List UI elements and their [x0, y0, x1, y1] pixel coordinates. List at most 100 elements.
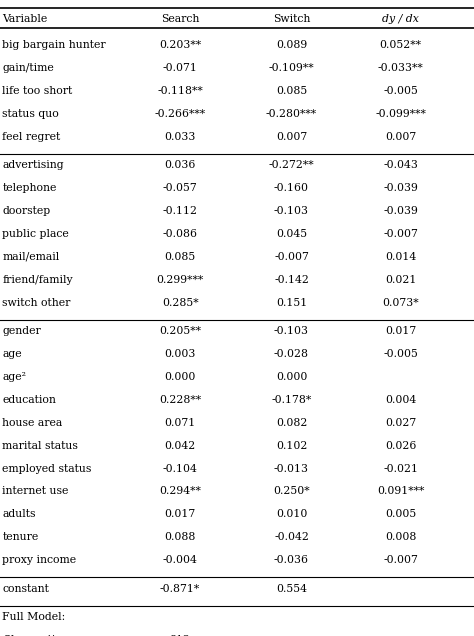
Text: -0.028: -0.028 [274, 349, 309, 359]
Text: 0.091***: 0.091*** [377, 487, 424, 497]
Text: 0.285*: 0.285* [162, 298, 199, 308]
Text: internet use: internet use [2, 487, 69, 497]
Text: 0.007: 0.007 [385, 132, 416, 142]
Text: 0.554: 0.554 [276, 584, 307, 594]
Text: 0.000: 0.000 [164, 372, 196, 382]
Text: Full Model:: Full Model: [2, 612, 65, 622]
Text: -0.871*: -0.871* [160, 584, 200, 594]
Text: 0.017: 0.017 [164, 509, 196, 520]
Text: 0.033: 0.033 [164, 132, 196, 142]
Text: -0.007: -0.007 [383, 555, 418, 565]
Text: -0.033**: -0.033** [378, 63, 423, 73]
Text: age: age [2, 349, 22, 359]
Text: education: education [2, 395, 56, 405]
Text: 0.151: 0.151 [276, 298, 307, 308]
Text: -0.057: -0.057 [163, 183, 198, 193]
Text: status quo: status quo [2, 109, 59, 119]
Text: -0.112: -0.112 [163, 206, 198, 216]
Text: 0.045: 0.045 [276, 229, 307, 239]
Text: 0.042: 0.042 [164, 441, 196, 451]
Text: 0.294**: 0.294** [159, 487, 201, 497]
Text: 0.014: 0.014 [385, 252, 416, 262]
Text: marital status: marital status [2, 441, 78, 451]
Text: constant: constant [2, 584, 49, 594]
Text: Search: Search [161, 15, 199, 24]
Text: proxy income: proxy income [2, 555, 76, 565]
Text: -0.103: -0.103 [274, 326, 309, 336]
Text: 0.102: 0.102 [276, 441, 307, 451]
Text: -0.005: -0.005 [383, 349, 418, 359]
Text: -0.036: -0.036 [274, 555, 309, 565]
Text: -0.109**: -0.109** [269, 63, 314, 73]
Text: 0.007: 0.007 [276, 132, 307, 142]
Text: doorstep: doorstep [2, 206, 51, 216]
Text: -0.071: -0.071 [163, 63, 198, 73]
Text: 0.073*: 0.073* [382, 298, 419, 308]
Text: 0.205**: 0.205** [159, 326, 201, 336]
Text: 0.000: 0.000 [276, 372, 307, 382]
Text: -0.021: -0.021 [383, 464, 418, 474]
Text: -0.039: -0.039 [383, 206, 418, 216]
Text: feel regret: feel regret [2, 132, 61, 142]
Text: 0.004: 0.004 [385, 395, 416, 405]
Text: 0.089: 0.089 [276, 40, 307, 50]
Text: 812: 812 [170, 635, 191, 636]
Text: -0.042: -0.042 [274, 532, 309, 543]
Text: house area: house area [2, 418, 63, 428]
Text: switch other: switch other [2, 298, 71, 308]
Text: 0.085: 0.085 [164, 252, 196, 262]
Text: employed status: employed status [2, 464, 92, 474]
Text: adults: adults [2, 509, 36, 520]
Text: 0.299***: 0.299*** [156, 275, 204, 285]
Text: -0.104: -0.104 [163, 464, 198, 474]
Text: -0.266***: -0.266*** [155, 109, 206, 119]
Text: friend/family: friend/family [2, 275, 73, 285]
Text: Variable: Variable [2, 15, 47, 24]
Text: -0.004: -0.004 [163, 555, 198, 565]
Text: big bargain hunter: big bargain hunter [2, 40, 106, 50]
Text: -0.007: -0.007 [274, 252, 309, 262]
Text: -0.118**: -0.118** [157, 86, 203, 96]
Text: advertising: advertising [2, 160, 64, 170]
Text: -0.178*: -0.178* [272, 395, 311, 405]
Text: Switch: Switch [273, 15, 310, 24]
Text: 0.250*: 0.250* [273, 487, 310, 497]
Text: tenure: tenure [2, 532, 38, 543]
Text: -0.039: -0.039 [383, 183, 418, 193]
Text: 0.203**: 0.203** [159, 40, 201, 50]
Text: 0.088: 0.088 [164, 532, 196, 543]
Text: -0.043: -0.043 [383, 160, 418, 170]
Text: telephone: telephone [2, 183, 57, 193]
Text: 0.052**: 0.052** [380, 40, 421, 50]
Text: 0.085: 0.085 [276, 86, 307, 96]
Text: -0.160: -0.160 [274, 183, 309, 193]
Text: -0.272**: -0.272** [269, 160, 314, 170]
Text: dy / dx: dy / dx [382, 15, 419, 24]
Text: 0.082: 0.082 [276, 418, 307, 428]
Text: Observations: Observations [2, 635, 75, 636]
Text: 0.008: 0.008 [385, 532, 416, 543]
Text: -0.280***: -0.280*** [266, 109, 317, 119]
Text: -0.142: -0.142 [274, 275, 309, 285]
Text: 0.036: 0.036 [164, 160, 196, 170]
Text: 0.071: 0.071 [164, 418, 196, 428]
Text: 0.017: 0.017 [385, 326, 416, 336]
Text: 0.228**: 0.228** [159, 395, 201, 405]
Text: -0.007: -0.007 [383, 229, 418, 239]
Text: life too short: life too short [2, 86, 73, 96]
Text: 0.027: 0.027 [385, 418, 416, 428]
Text: -0.086: -0.086 [163, 229, 198, 239]
Text: 0.003: 0.003 [164, 349, 196, 359]
Text: gain/time: gain/time [2, 63, 54, 73]
Text: 0.010: 0.010 [276, 509, 307, 520]
Text: 0.005: 0.005 [385, 509, 416, 520]
Text: 0.021: 0.021 [385, 275, 416, 285]
Text: 0.026: 0.026 [385, 441, 416, 451]
Text: age²: age² [2, 372, 27, 382]
Text: -0.013: -0.013 [274, 464, 309, 474]
Text: -0.005: -0.005 [383, 86, 418, 96]
Text: mail/email: mail/email [2, 252, 60, 262]
Text: gender: gender [2, 326, 41, 336]
Text: -0.103: -0.103 [274, 206, 309, 216]
Text: -0.099***: -0.099*** [375, 109, 426, 119]
